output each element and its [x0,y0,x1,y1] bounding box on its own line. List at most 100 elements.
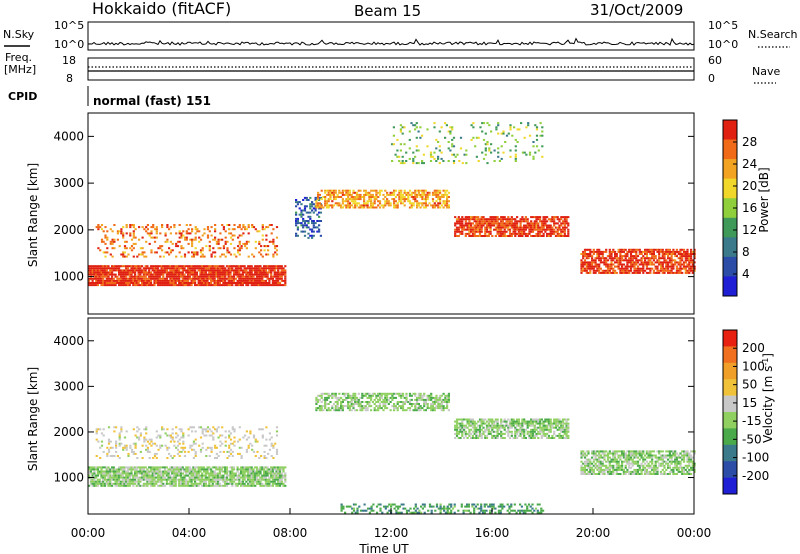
data-cell-power [295,224,298,227]
data-cell-power [132,277,135,280]
data-cell-velocity [178,472,181,475]
data-cell-power [466,222,469,225]
data-cell-power [303,234,307,237]
data-cell-power [214,224,217,226]
data-cell-power [257,267,260,270]
data-cell-power [167,267,170,270]
data-cell-velocity [401,403,405,405]
data-cell-power [610,263,613,266]
data-cell-power [128,269,131,272]
data-cell-power [205,245,208,248]
data-cell-power [470,138,473,141]
data-cell-velocity [187,428,190,431]
data-cell-power [178,275,181,278]
data-cell-velocity [282,476,285,479]
data-cell-velocity [172,478,175,481]
data-cell-power [196,228,199,231]
data-cell-velocity [280,472,283,475]
data-cell-power [494,228,497,231]
data-cell-power [626,263,629,266]
data-cell-velocity [151,476,154,479]
data-cell-power [185,269,188,272]
data-cell-power [582,265,585,268]
data-cell-power [539,216,542,219]
data-cell-power [377,191,380,194]
data-cell-velocity [377,398,380,401]
data-cell-power [629,267,633,270]
data-cell-power [544,230,547,233]
data-cell-power [551,232,554,235]
data-cell-power [394,206,397,209]
data-cell-velocity [155,436,158,439]
data-cell-power [125,279,128,282]
data-cell-velocity [107,482,110,485]
data-cell-power [583,269,587,272]
data-cell-power [444,189,447,192]
data-cell-velocity [195,478,198,481]
data-cell-power [635,263,638,266]
data-cell-power [587,271,590,274]
data-cell-power [370,193,373,196]
data-cell-power [229,253,233,256]
data-cell-velocity [107,472,110,475]
data-cell-power [645,253,648,255]
data-cell-velocity [410,398,413,401]
data-cell-power [598,259,601,262]
data-cell-velocity [134,478,137,481]
data-cell-power [95,269,98,272]
data-cell-velocity [391,394,394,397]
data-cell-power [208,240,211,243]
data-cell-power [125,282,128,284]
data-cell-power [126,265,130,268]
data-cell-power [150,251,153,254]
data-cell-power [229,236,233,239]
data-cell-velocity [271,484,274,487]
data-cell-power [408,202,412,205]
data-cell-power [549,230,552,233]
data-cell-power [236,273,239,276]
data-cell-velocity [275,474,278,477]
data-cell-power [535,224,538,227]
data-cell-power [348,193,351,196]
data-cell-velocity [204,478,207,481]
data-cell-power [179,284,183,287]
data-cell-power [254,228,257,231]
data-cell-power [501,232,504,235]
data-cell-velocity [141,468,144,471]
data-cell-power [433,122,436,125]
data-cell-power [455,228,459,231]
data-cell-velocity [169,440,172,443]
data-cell-velocity [91,480,94,483]
data-cell-power [89,282,92,284]
data-cell-velocity [236,470,239,473]
data-cell-power [439,191,442,194]
data-cell-power [446,200,449,203]
data-cell-power [447,204,450,207]
data-cell-velocity [208,466,211,469]
data-cell-power [677,250,680,253]
data-cell-power [565,220,568,223]
data-cell-power [247,232,250,235]
data-cell-power [377,204,380,207]
data-cell-velocity [229,432,233,435]
data-cell-velocity [198,444,201,447]
data-cell-velocity [225,480,229,483]
data-cell-power [222,284,225,287]
y-tick-label: 4000 [53,129,84,143]
data-cell-velocity [437,396,440,399]
data-cell-power [605,263,608,266]
data-cell-velocity [132,450,135,453]
data-cell-power [247,277,250,280]
data-cell-velocity [364,392,367,395]
data-cell-power [541,155,544,158]
data-cell-velocity [268,476,271,479]
data-cell-power [477,226,480,229]
data-cell-power [179,275,183,278]
data-cell-power [113,247,116,250]
data-cell-velocity [217,484,220,487]
data-cell-power [419,206,422,209]
data-cell-power [229,265,232,268]
data-cell-velocity [129,446,132,449]
data-cell-power [255,277,259,280]
data-cell-power [178,284,181,287]
